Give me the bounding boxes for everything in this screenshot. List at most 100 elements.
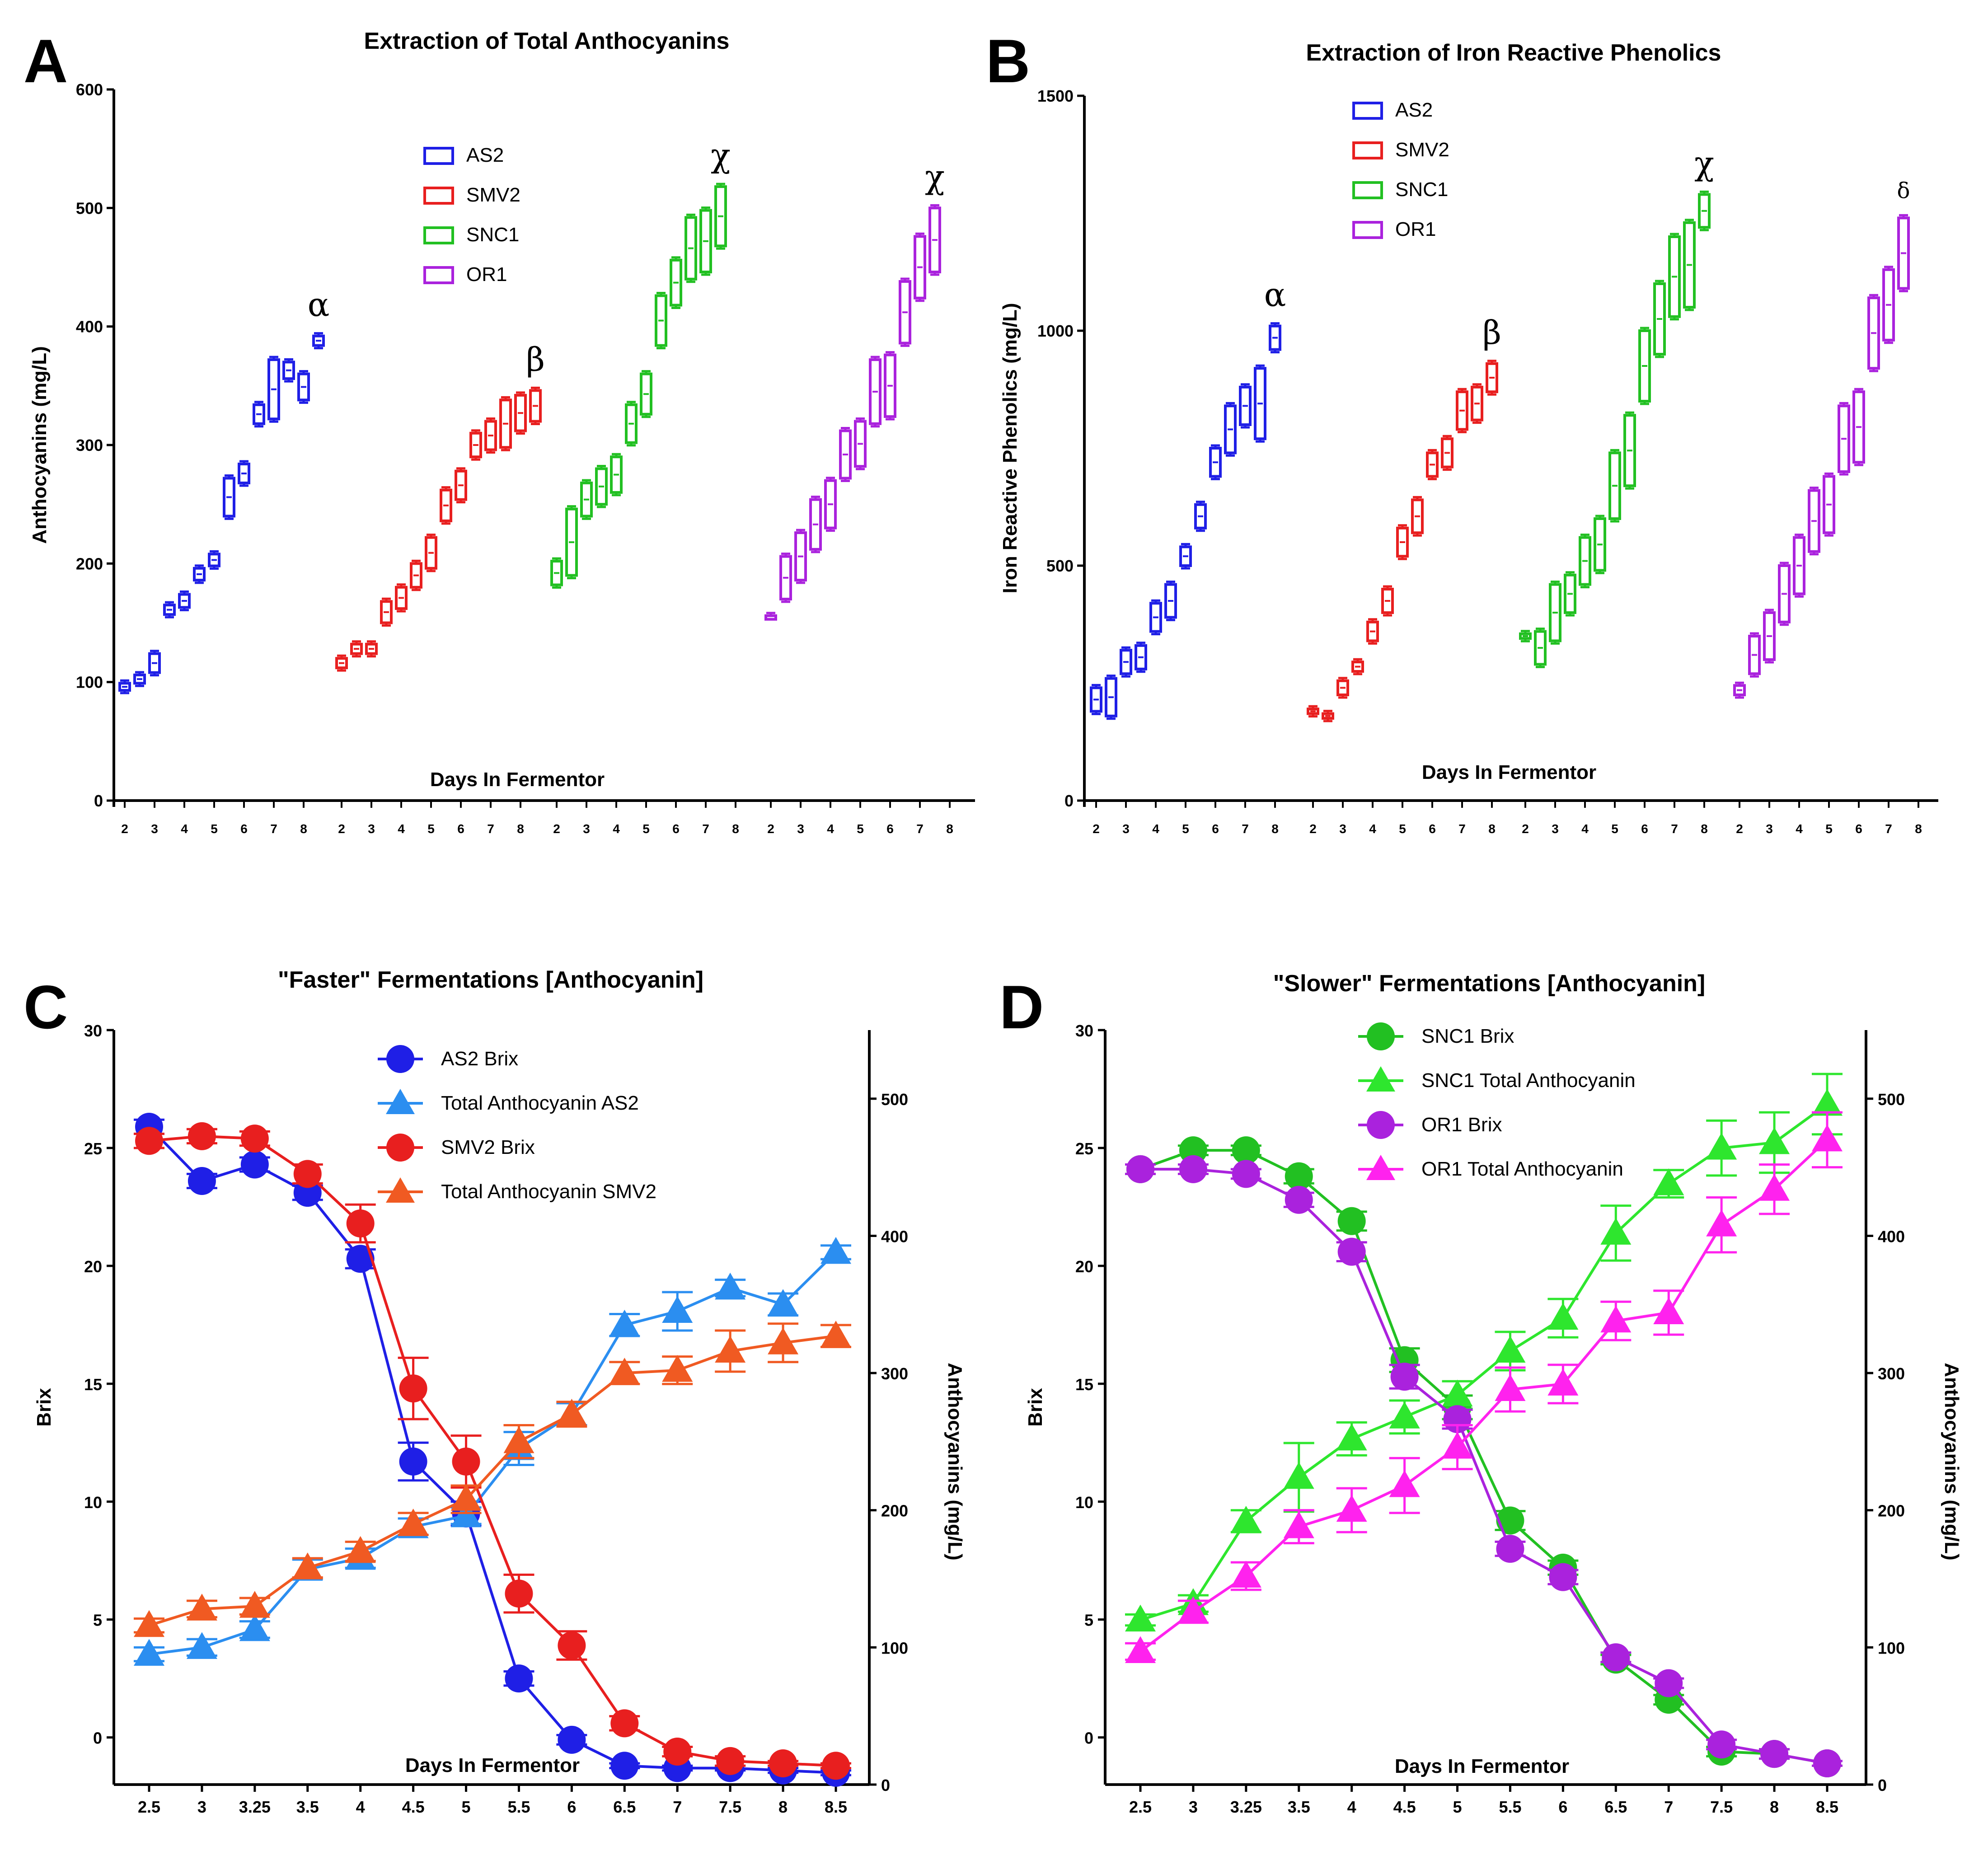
significance-annotation: β [1482, 314, 1501, 351]
panel-letter: A [23, 27, 68, 95]
legend-swatch-or1 [1352, 221, 1383, 239]
series-line-snc1-brix [1139, 1149, 1828, 1765]
legend-swatch-snc1 [1352, 181, 1383, 199]
point-smv2-brix [663, 1737, 692, 1766]
legend-label-or1: OR1 [466, 263, 507, 286]
point-snc1-total-anthocyanin [1283, 1462, 1314, 1489]
y-tick-label: 25 [1075, 1139, 1093, 1158]
significance-annotation: δ [1897, 178, 1910, 203]
x-tick-label: 3 [1552, 822, 1559, 836]
y2-tick-label: 300 [881, 1364, 908, 1383]
point-or1-total-anthocyanin [1177, 1596, 1209, 1623]
x-tick-label: 4.5 [1393, 1798, 1416, 1816]
point-or1-total-anthocyanin [1812, 1124, 1843, 1152]
x-tick-label: 8.5 [825, 1798, 847, 1816]
point-total-anthocyanin-smv2 [609, 1358, 640, 1385]
x-tick-label: 5 [1182, 822, 1189, 836]
significance-annotation: χ [1694, 144, 1714, 182]
x-tick-label: 4 [1581, 822, 1589, 836]
x-tick-label: 5 [1453, 1798, 1462, 1816]
x-tick-label: 4 [613, 822, 620, 836]
point-smv2-brix [293, 1160, 322, 1188]
point-or1-total-anthocyanin [1706, 1209, 1737, 1237]
x-tick-label: 2 [1092, 822, 1100, 836]
legend-swatch-smv2 [1352, 141, 1383, 159]
x-tick-label: 8 [1701, 822, 1708, 836]
legend-swatch-snc1 [423, 226, 454, 244]
point-as2-brix [505, 1664, 533, 1693]
legend-swatch-smv2 [423, 187, 454, 205]
legend-label-or1-brix: OR1 Brix [1421, 1114, 1502, 1136]
point-smv2-brix [769, 1749, 797, 1778]
x-axis-label: Days In Fermentor [430, 768, 605, 791]
significance-annotation: χ [711, 136, 731, 174]
x-tick-label: 6 [1429, 822, 1436, 836]
point-snc1-total-anthocyanin [1706, 1133, 1737, 1160]
significance-annotation: α [308, 286, 330, 324]
x-tick-label: 4 [356, 1798, 365, 1816]
significance-annotation: α [1264, 276, 1286, 314]
point-or1-brix [1126, 1155, 1154, 1183]
x-tick-label: 8 [1271, 822, 1279, 836]
panel-letter: C [23, 973, 68, 1041]
x-tick-label: 6 [1212, 822, 1219, 836]
chart-title: Extraction of Total Anthocyanins [364, 28, 730, 54]
y-tick-label: 200 [76, 554, 103, 573]
x-tick-label: 2 [121, 822, 128, 836]
x-tick-label: 2 [338, 822, 345, 836]
point-snc1-total-anthocyanin [1125, 1604, 1156, 1632]
y-tick-label: 5 [1084, 1611, 1093, 1630]
y2-tick-label: 400 [1878, 1227, 1905, 1246]
y-tick-label: 15 [1075, 1375, 1093, 1394]
x-tick-label: 3 [1339, 822, 1346, 836]
x-tick-label: 7 [673, 1798, 682, 1816]
point-snc1-total-anthocyanin [1547, 1303, 1579, 1330]
y-tick-label: 600 [76, 80, 103, 99]
legend-marker-or1-brix [1367, 1111, 1395, 1139]
legend-swatch-as2 [423, 147, 454, 165]
legend-marker-snc1-brix [1367, 1022, 1395, 1050]
x-tick-label: 8 [732, 822, 739, 836]
y-tick-label: 10 [1075, 1493, 1093, 1512]
y-tick-label: 20 [84, 1257, 102, 1276]
panel-c-faster-fermentations-chart: C "Faster" Fermentations [Anthocyanin] 0 5 1… [23, 967, 966, 1816]
point-total-anthocyanin-smv2 [345, 1536, 376, 1563]
y2-axis-label: Anthocyanins (mg/L) [1941, 1363, 1963, 1560]
point-or1-brix [1813, 1749, 1841, 1778]
x-tick-label: 4 [181, 822, 188, 836]
x-tick-label: 6 [1855, 822, 1862, 836]
point-total-anthocyanin-smv2 [134, 1610, 164, 1637]
x-tick-label: 5.5 [507, 1798, 530, 1816]
point-total-anthocyanin-as2 [662, 1296, 693, 1323]
x-tick-label: 7 [1242, 822, 1249, 836]
point-or1-total-anthocyanin [1442, 1432, 1473, 1459]
x-tick-label: 7 [1671, 822, 1678, 836]
legend-label-smv2: SMV2 [1395, 139, 1449, 161]
point-total-anthocyanin-as2 [239, 1614, 270, 1641]
point-snc1-total-anthocyanin [1336, 1423, 1367, 1451]
point-or1-brix [1655, 1669, 1683, 1697]
x-tick-label: 3.5 [1288, 1798, 1310, 1816]
x-tick-label: 5 [1825, 822, 1833, 836]
x-tick-label: 3 [1766, 822, 1773, 836]
panel-a-anthocyanin-boxplot: A Extraction of Total Anthocyanins 0 100 200… [23, 27, 975, 836]
legend-label-total-anthocyanin-smv2: Total Anthocyanin SMV2 [441, 1181, 656, 1203]
y-tick-label: 400 [76, 318, 103, 336]
y-axis-label: Brix [33, 1388, 55, 1427]
point-smv2-brix [188, 1122, 216, 1150]
x-tick-label: 3 [368, 822, 375, 836]
chart-title: "Faster" Fermentations [Anthocyanin] [278, 967, 703, 993]
point-snc1-total-anthocyanin [1230, 1506, 1261, 1533]
point-total-anthocyanin-smv2 [768, 1327, 799, 1354]
x-tick-label: 4 [1347, 1798, 1356, 1816]
point-or1-brix [1707, 1730, 1736, 1759]
y2-tick-label: 500 [881, 1090, 908, 1109]
point-or1-brix [1390, 1363, 1419, 1391]
x-axis-label: Days In Fermentor [1422, 761, 1596, 783]
point-smv2-brix [399, 1374, 427, 1403]
point-or1-total-anthocyanin [1759, 1174, 1790, 1201]
point-smv2-brix [610, 1709, 639, 1738]
x-tick-label: 5 [211, 822, 218, 836]
y-tick-label: 15 [84, 1375, 102, 1394]
